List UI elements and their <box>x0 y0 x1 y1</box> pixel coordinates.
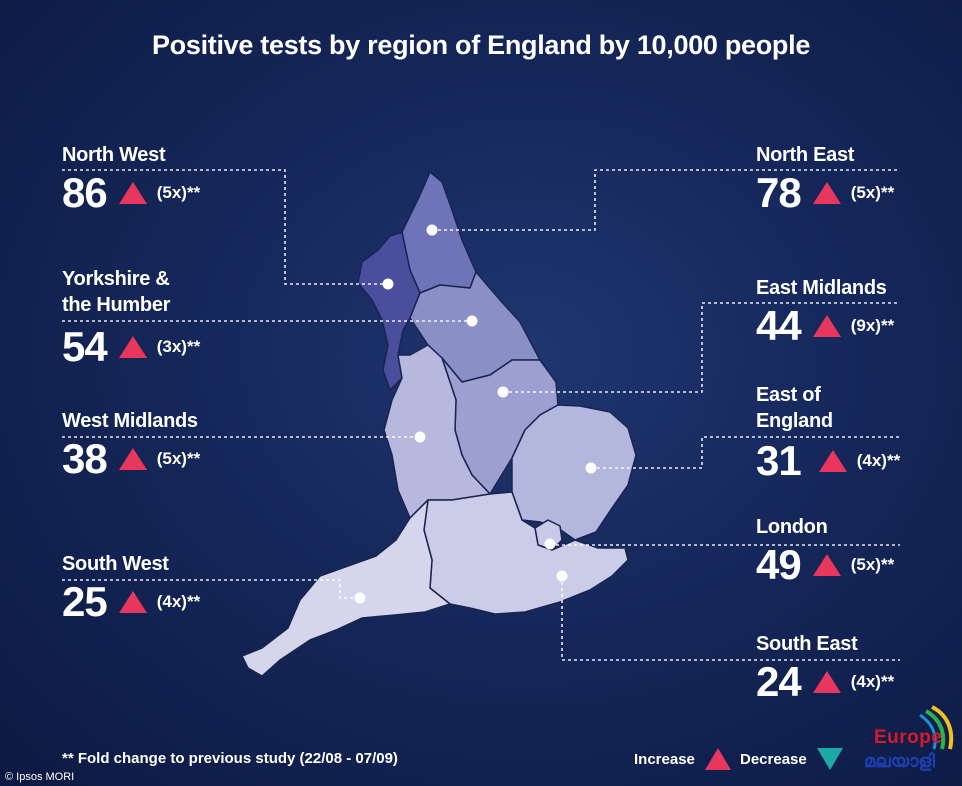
region-value: 86 <box>62 169 108 216</box>
logo-swoosh-icon <box>919 705 954 750</box>
label-south-west: South West 25 (4x)** <box>62 551 200 625</box>
dot-south-east <box>556 570 568 582</box>
increase-icon <box>812 315 841 337</box>
region-name-line2: the Humber <box>62 294 171 316</box>
fold-change: (3x)** <box>156 337 201 356</box>
leader-south-east <box>561 576 900 661</box>
logo-word: Europe <box>874 727 943 748</box>
fold-change: (4x)** <box>856 451 901 470</box>
dot-west-midlands <box>414 431 426 443</box>
label-east-of-england: East of England 31 (4x)** <box>756 382 900 484</box>
increase-icon <box>812 554 841 576</box>
increase-icon <box>118 336 147 358</box>
fold-change: (5x)** <box>156 449 201 468</box>
dot-yorkshire <box>466 315 478 327</box>
increase-icon <box>812 671 841 693</box>
region-value: 78 <box>756 169 802 216</box>
region-value: 25 <box>62 578 108 625</box>
label-london: London 49 (5x)** <box>756 514 894 588</box>
region-value: 31 <box>756 437 802 484</box>
leader-north-east <box>432 169 900 231</box>
fold-change: (4x)** <box>156 592 201 611</box>
increase-icon <box>118 591 147 613</box>
dot-east-midlands <box>497 386 509 398</box>
region-east-of-england <box>511 404 637 541</box>
label-yorkshire: Yorkshire & the Humber 54 (3x)** <box>62 266 200 370</box>
increase-triangle-icon <box>704 748 731 770</box>
dot-north-east <box>426 224 438 236</box>
dot-north-west <box>382 278 394 290</box>
europe-malayali-logo: Europe മലയാളി <box>862 705 958 777</box>
region-name: East of <box>756 384 821 406</box>
increase-icon <box>118 182 147 204</box>
fold-change: (5x)** <box>156 183 201 202</box>
region-south-west <box>241 499 451 677</box>
region-name: North West <box>62 144 166 166</box>
legend-increase: Increase <box>634 748 731 770</box>
dot-south-west <box>354 592 366 604</box>
label-west-midlands: West Midlands 38 (5x)** <box>62 408 200 482</box>
dot-london <box>544 538 556 550</box>
map-title: Positive tests by region of England by 1… <box>151 30 811 60</box>
credit: © Ipsos MORI <box>5 771 75 783</box>
region-name-line2: England <box>756 410 833 432</box>
legend-decrease: Decrease <box>740 748 843 770</box>
decrease-triangle-icon <box>816 748 843 770</box>
region-name: North East <box>756 144 855 166</box>
region-name: West Midlands <box>62 410 198 432</box>
fold-change: (5x)** <box>850 555 895 574</box>
leader-east-of-england <box>591 436 900 469</box>
label-south-east: South East 24 (4x)** <box>756 631 894 705</box>
region-north-east <box>401 171 477 294</box>
region-value: 38 <box>62 435 108 482</box>
region-name: South West <box>62 553 169 575</box>
fold-change: (4x)** <box>850 672 895 691</box>
region-name: East Midlands <box>756 277 887 299</box>
dot-east-of-england <box>585 462 597 474</box>
increase-icon <box>118 448 147 470</box>
footnote: ** Fold change to previous study (22/08 … <box>62 750 398 767</box>
leader-east-midlands <box>503 302 900 393</box>
fold-change: (5x)** <box>850 183 895 202</box>
logo-script: മലയാളി <box>864 751 935 771</box>
label-north-west: North West 86 (5x)** <box>62 142 200 216</box>
region-value: 44 <box>756 302 802 349</box>
region-name: London <box>756 516 828 538</box>
fold-change: (9x)** <box>850 316 895 335</box>
label-east-midlands: East Midlands 44 (9x)** <box>756 275 894 349</box>
region-value: 49 <box>756 541 802 588</box>
increase-icon <box>812 182 841 204</box>
region-name: Yorkshire & <box>62 268 170 290</box>
region-value: 24 <box>756 658 802 705</box>
region-value: 54 <box>62 323 108 370</box>
region-name: South East <box>756 633 858 655</box>
legend-decrease-label: Decrease <box>740 750 807 768</box>
label-north-east: North East 78 (5x)** <box>756 142 894 216</box>
increase-icon <box>818 450 847 472</box>
leader-south-west <box>62 579 360 599</box>
legend-increase-label: Increase <box>634 750 695 768</box>
